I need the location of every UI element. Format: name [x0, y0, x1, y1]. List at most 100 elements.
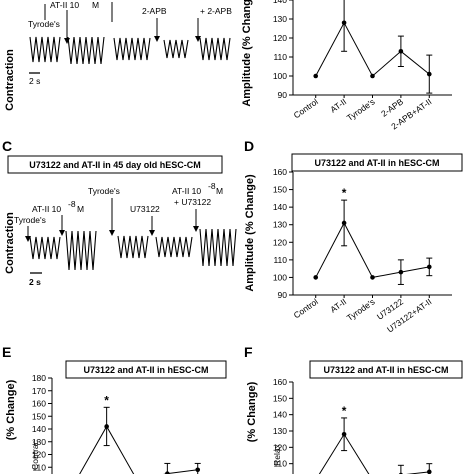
chart-b-category-label: AT-II: [328, 96, 348, 114]
chart-d-ytick-label: 140: [273, 202, 287, 212]
chart-e-point: [195, 467, 201, 473]
chart-d-series-line: [315, 221, 430, 278]
chart-e-ytick-label: 110: [32, 462, 46, 472]
chart-d-category-label: Tyrode's: [345, 296, 377, 322]
chart-e-point: [104, 424, 109, 429]
chart-b-point: [341, 20, 347, 26]
trace-c-annotation-atii-2: AT-II 10: [172, 186, 201, 196]
chart-b-point: [370, 73, 375, 79]
panel-letter-c: C: [2, 138, 12, 154]
chart-f: U73122 and AT-II in hESC-CM 110 120 130 140 1…: [246, 360, 463, 474]
trace-c-arrowhead-2: [109, 230, 115, 236]
trace-a-arrowhead-2: [64, 38, 70, 44]
chart-e-significance-marker: *: [104, 393, 109, 407]
chart-d-ytick-label: 100: [273, 272, 287, 282]
chart-d-significance-marker: *: [342, 186, 347, 200]
trace-c-annotation-plus-u73122: + U73122: [174, 197, 211, 207]
chart-d-ytick-label: 90: [278, 290, 288, 300]
trace-c-ylabel: Contraction: [4, 212, 16, 274]
chart-d-ytick-label: 150: [273, 185, 287, 195]
chart-b-ytick-label: 130: [273, 14, 287, 24]
trace-c-arrowhead-1: [59, 230, 65, 236]
chart-b-ytick-label: 110: [273, 52, 287, 62]
chart-d-ytick-label: 110: [273, 255, 287, 265]
chart-e-ylabel-secondary: Contrac: [30, 439, 40, 470]
trace-c-annotation-atii-unit: M: [77, 204, 84, 214]
chart-f-significance-marker: *: [342, 404, 347, 418]
chart-e-ytick-label: 130: [32, 437, 46, 447]
chart-b-category-label: Tyrode's: [345, 96, 377, 122]
trace-c-annotation-atii-exp: -8: [68, 199, 76, 209]
trace-c-annotation-u73122: U73122: [130, 204, 160, 214]
panel-letter-d: D: [244, 138, 254, 154]
chart-d-ytick-label: 120: [273, 237, 287, 247]
chart-b: 90 100 110 120 130 140 Amplitude (% Change) Con…: [241, 0, 452, 132]
chart-d-category-label: AT-II: [328, 296, 348, 314]
chart-e-ytick-label: 150: [32, 411, 46, 421]
chart-e-ytick-label: 120: [32, 450, 46, 460]
trace-c-annotation-atii: AT-II 10: [32, 204, 61, 214]
trace-c-title-box: [7, 155, 223, 174]
trace-c-annotation-tyrodes-1: Tyrode's: [14, 215, 46, 225]
chart-f-ytick-label: 130: [273, 426, 287, 436]
chart-e-ylabel: (% Change): [5, 379, 17, 440]
chart-e-title: U73122 and AT-II in hESC-CM: [83, 365, 208, 375]
chart-f-title-box: [309, 360, 463, 379]
chart-f-point: [426, 469, 432, 474]
chart-d-title-box: [291, 153, 463, 172]
trace-a-annotation-2apb: 2-APB: [142, 6, 167, 16]
chart-d-ytick-label: 160: [273, 167, 287, 177]
chart-f-ylabel: (% Change): [246, 381, 258, 442]
chart-b-point: [426, 71, 432, 77]
panel-letter-f: F: [244, 344, 253, 360]
trace-c-scale-label: 2 s: [29, 277, 41, 287]
chart-d-point: [370, 275, 375, 280]
chart-b-ylabel: Amplitude (% Change): [241, 0, 253, 107]
chart-d-point: [341, 220, 347, 226]
trace-c-annotation-tyrodes-2: Tyrode's: [88, 186, 120, 196]
chart-f-ylabel-secondary: Relax: [272, 443, 282, 465]
trace-c-arrowhead-0: [25, 236, 31, 242]
chart-b-ytick-label: 140: [273, 0, 287, 5]
chart-b-series-line: [315, 21, 430, 77]
chart-b-ytick-label: 120: [273, 33, 287, 43]
trace-a-waveform: [29, 36, 231, 65]
chart-e: U73122 and AT-II in hESC-CM 110 120 130 140 1…: [5, 360, 227, 474]
chart-f-ytick-label: 110: [273, 459, 287, 469]
trace-c-waveform: [29, 228, 237, 271]
trace-a-annotation-plus-2apb: + 2-APB: [200, 6, 232, 16]
chart-f-title: U73122 and AT-II in hESC-CM: [323, 365, 448, 375]
chart-d-point: [313, 275, 319, 280]
trace-c-annotation-atii-2-exp: -8: [208, 181, 216, 191]
chart-d-title: U73122 and AT-II in hESC-CM: [314, 158, 439, 168]
chart-f-ytick-label: 120: [273, 442, 287, 452]
chart-e-title-box: [65, 360, 227, 379]
chart-f-ytick-label: 150: [273, 393, 287, 403]
trace-c-title: U73122 and AT-II in 45 day old hESC-CM: [29, 160, 201, 170]
trace-a-ylabel: Contraction: [4, 49, 16, 111]
chart-e-ytick-label: 170: [32, 386, 46, 396]
trace-a-annotation-m: M: [92, 0, 99, 10]
trace-c-arrowhead-3: [149, 230, 155, 236]
panel-letter-e: E: [2, 344, 11, 360]
trace-panel-c: C U73122 and AT-II in 45 day old hESC-CM…: [2, 138, 237, 287]
chart-d-category-label: Control: [292, 296, 320, 320]
trace-a-arrowhead-5: [195, 36, 201, 42]
trace-c-annotation-atii-2-unit: M: [216, 186, 223, 196]
trace-a-annotation-atii: AT-II 10: [50, 0, 79, 10]
chart-d: U73122 and AT-II in hESC-CM 90 100 110 120 13…: [244, 153, 463, 335]
chart-f-ytick-label: 140: [273, 410, 287, 420]
chart-b-point: [313, 73, 319, 79]
chart-b-point: [398, 49, 404, 54]
chart-b-ytick-label: 100: [273, 71, 287, 81]
chart-d-ylabel: Amplitude (% Change): [244, 174, 256, 292]
trace-a-scale-label: 2 s: [29, 76, 40, 86]
chart-e-series-line: [79, 425, 198, 474]
trace-c-arrowhead-4: [193, 226, 199, 232]
chart-e-ytick-label: 140: [32, 424, 46, 434]
chart-b-category-label: Control: [292, 96, 320, 120]
chart-e-point: [165, 471, 170, 474]
chart-d-point: [426, 264, 432, 270]
trace-a-annotation-tyrodes: Tyrode's: [28, 19, 60, 29]
